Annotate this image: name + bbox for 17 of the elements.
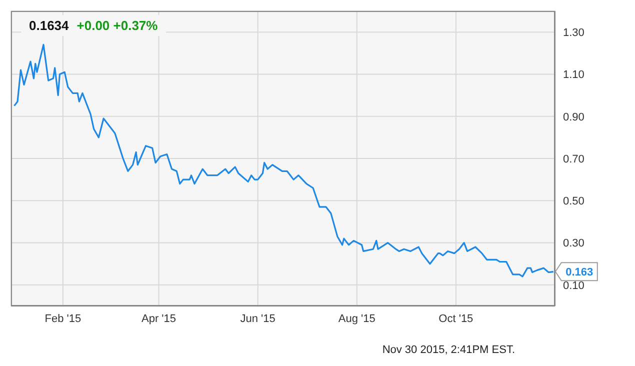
- y-tick-label: 0.10: [563, 280, 584, 292]
- x-tick-label: Jun '15: [240, 312, 276, 325]
- text: +0.00 +0.37%: [76, 18, 158, 33]
- annotation: 0.163: [566, 266, 594, 279]
- text: Nov 30 2015, 2:41PM EST.: [382, 344, 515, 356]
- y-tick-label: 0.50: [563, 196, 584, 208]
- y-tick-label: 0.90: [563, 111, 584, 124]
- line-series: [13, 44, 554, 278]
- y-tick-label: 0.30: [563, 238, 584, 250]
- x-tick-label: Feb '15: [44, 312, 82, 325]
- y-tick-label: 1.10: [563, 69, 584, 82]
- x-tick-label: Apr '15: [142, 312, 176, 325]
- y-tick-label: 1.30: [563, 26, 584, 39]
- y-tick-label: 0.70: [563, 153, 584, 166]
- x-tick-label: Oct '15: [438, 312, 474, 325]
- text: 0.1634: [29, 18, 69, 33]
- x-tick-label: Aug '15: [338, 312, 376, 325]
